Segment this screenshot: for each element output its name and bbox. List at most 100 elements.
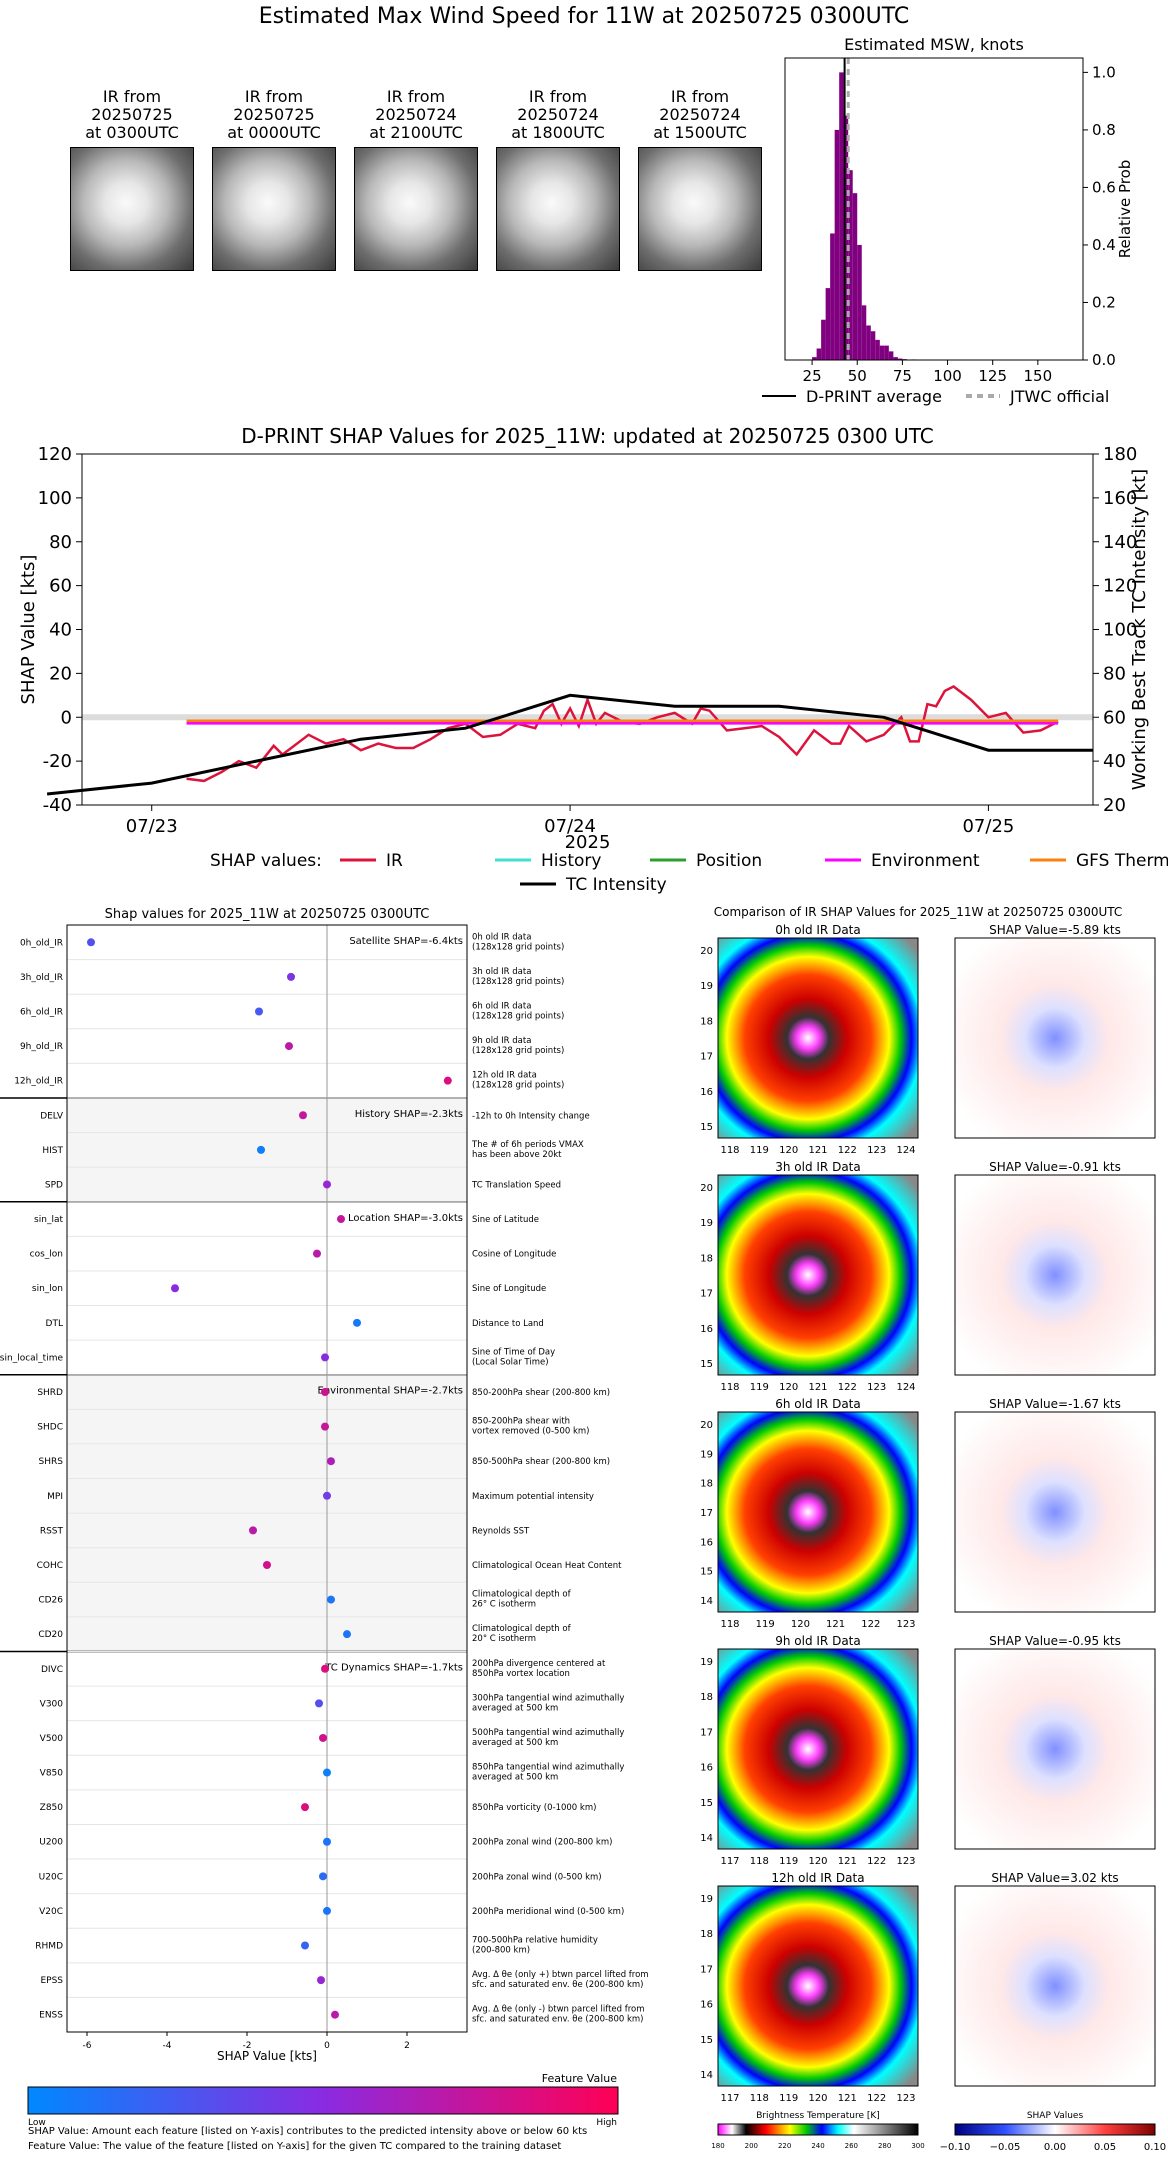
- hist-bar: [843, 115, 849, 361]
- ts-legend-label: GFS Thermo: [1076, 851, 1168, 871]
- feat-point: [301, 1803, 309, 1812]
- bt-colorbar-tick: 240: [811, 2142, 824, 2150]
- shap-colorbar-tick: 0.00: [1044, 2142, 1066, 2153]
- feat-group-title: TC Dynamics SHAP=-1.7kts: [324, 1662, 463, 1673]
- cmp-xtick-label: 122: [838, 1382, 857, 1393]
- cmp-shap-label: SHAP Value=-1.67 kts: [989, 1397, 1121, 1411]
- bt-colorbar-label: Brightness Temperature [K]: [756, 2111, 880, 2121]
- cmp-xtick-label: 121: [808, 1145, 827, 1156]
- feat-group-band: [67, 925, 467, 1098]
- feat-title: Shap values for 2025_11W at 20250725 030…: [105, 907, 430, 922]
- ts-ytick-label: 100: [38, 488, 72, 509]
- cmp-xtick-label: 123: [867, 1382, 886, 1393]
- ir-thumb-label: IR from 20250725 at 0300UTC: [85, 87, 179, 142]
- feat-desc: Distance to Land: [472, 1319, 544, 1329]
- feat-point: [287, 972, 295, 981]
- hist-bar: [857, 244, 862, 360]
- feat-frame: [66, 924, 468, 2033]
- feat-name: sin_local_time: [0, 1353, 63, 1363]
- feat-point: [323, 1906, 331, 1915]
- feat-name: CD26: [38, 1596, 63, 1606]
- ts-ytick-right-label: 180: [1103, 444, 1137, 465]
- shap-timeseries-chart: D-PRINT SHAP Values for 2025_11W: update…: [18, 424, 1168, 895]
- feat-point: [321, 1353, 329, 1362]
- feat-desc: 200hPa divergence centered at: [472, 1659, 606, 1669]
- hist-bar: [866, 325, 871, 360]
- hist-xtick-label: 150: [1024, 367, 1053, 385]
- feat-desc: 500hPa tangential wind azimuthally: [472, 1728, 624, 1738]
- ts-ytick-right-label: 160: [1103, 488, 1137, 509]
- hist-bar: [830, 233, 835, 360]
- hist-bar: [875, 339, 880, 360]
- feat-desc: (128x128 grid points): [472, 1011, 564, 1021]
- cmp-ytick-label: 18: [700, 1929, 713, 1940]
- feat-name: sin_lat: [34, 1215, 63, 1225]
- feat-desc: (200-800 km): [472, 1946, 530, 1956]
- feat-name: cos_lon: [30, 1250, 63, 1260]
- cmp-ytick-label: 17: [700, 1289, 713, 1300]
- feat-name: Z850: [40, 1803, 64, 1813]
- feat-point: [285, 1042, 293, 1051]
- bt-colorbar-tick: 300: [911, 2142, 924, 2150]
- ts-ytick-label: 80: [49, 532, 72, 553]
- feat-desc: 300hPa tangential wind azimuthally: [472, 1693, 624, 1703]
- feat-name: 0h_old_IR: [20, 938, 63, 948]
- cmp-xtick-label: 121: [808, 1382, 827, 1393]
- feat-xlabel: SHAP Value [kts]: [217, 2049, 317, 2063]
- cmp-shap-image: [954, 1648, 1156, 1850]
- shap-colorbar-tick: 0.05: [1094, 2142, 1116, 2153]
- ir-thumb-label: IR from 20250725 at 0000UTC: [227, 87, 321, 142]
- ts-ylabel: SHAP Value [kts]: [18, 555, 39, 705]
- feat-desc: 26° C isotherm: [472, 1600, 536, 1610]
- cmp-ytick-label: 17: [700, 1508, 713, 1519]
- cmp-ir-image: [717, 1648, 919, 1850]
- cmp-xtick-label: 117: [720, 2093, 739, 2104]
- cmp-xtick-label: 123: [896, 1856, 915, 1867]
- feat-name: SHRS: [39, 1457, 64, 1467]
- cmp-xtick-label: 123: [867, 1145, 886, 1156]
- cmp-xtick-label: 124: [896, 1145, 915, 1156]
- hist-bar: [870, 331, 876, 360]
- feat-name: U20C: [39, 1872, 63, 1882]
- feat-desc: Climatological depth of: [472, 1590, 572, 1600]
- cmp-ytick-label: 16: [700, 1763, 713, 1774]
- ts-ytick-right-label: 140: [1103, 532, 1137, 553]
- cmp-xtick-label: 117: [720, 1856, 739, 1867]
- ts-ytick-label: -40: [43, 795, 72, 816]
- feat-point: [299, 1111, 307, 1120]
- cmp-ytick-label: 15: [700, 1798, 713, 1809]
- ts-ytick-label: 60: [49, 576, 72, 597]
- feat-point: [249, 1526, 257, 1535]
- cmp-shap-image: [954, 1885, 1156, 2087]
- bt-colorbar-tick: 260: [845, 2142, 858, 2150]
- feat-desc: 12h old IR data: [472, 1071, 537, 1081]
- cmp-ytick-label: 18: [700, 1016, 713, 1027]
- colorbar-high: High: [596, 2118, 617, 2128]
- hist-bar: [879, 345, 885, 360]
- hist-frame: [784, 57, 1084, 361]
- cmp-title: Comparison of IR SHAP Values for 2025_11…: [714, 905, 1123, 919]
- feat-point: [323, 1837, 331, 1846]
- feat-desc: 0h old IR data: [472, 932, 531, 942]
- hist-ytick-label: 0.0: [1092, 351, 1116, 369]
- feat-point: [353, 1318, 361, 1327]
- feat-point: [315, 1699, 323, 1708]
- cmp-shap-label: SHAP Value=-5.89 kts: [989, 923, 1121, 937]
- feat-desc: Sine of Time of Day: [472, 1347, 555, 1357]
- feat-point: [255, 1007, 263, 1016]
- feat-point: [87, 938, 95, 947]
- feat-name: COHC: [37, 1561, 63, 1571]
- feat-desc: 850hPa tangential wind azimuthally: [472, 1763, 624, 1773]
- feat-name: MPI: [47, 1492, 63, 1502]
- legend-jtwc-label: JTWC official: [1009, 387, 1109, 406]
- feat-desc: 200hPa zonal wind (200-800 km): [472, 1838, 612, 1848]
- feat-desc: vortex removed (0-500 km): [472, 1427, 589, 1437]
- hist-bar: [888, 351, 894, 360]
- cmp-ytick-label: 19: [700, 981, 713, 992]
- feat-point: [257, 1145, 265, 1154]
- feat-desc: averaged at 500 km: [472, 1773, 558, 1783]
- feat-name: U200: [39, 1838, 63, 1848]
- feat-point: [263, 1560, 271, 1569]
- feat-desc: 20° C isotherm: [472, 1634, 536, 1644]
- bt-colorbar-tick: 280: [878, 2142, 891, 2150]
